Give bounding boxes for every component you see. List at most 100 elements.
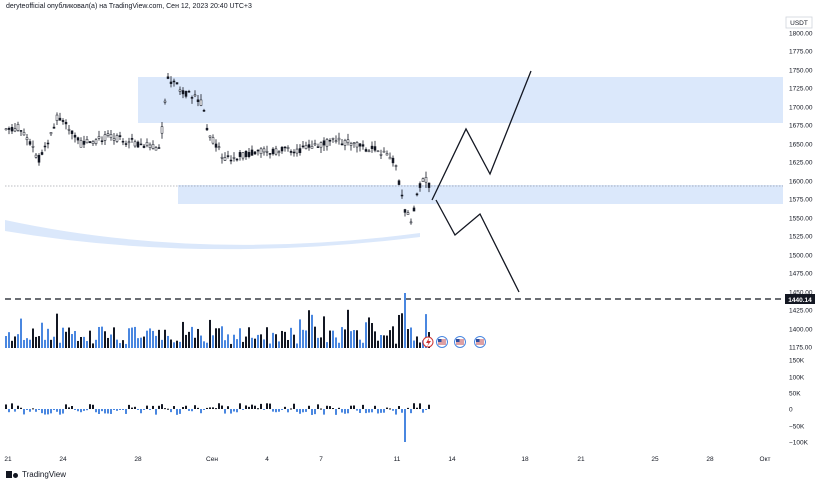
oscillator-bar: [275, 409, 277, 413]
us-flag-icon[interactable]: [474, 336, 486, 348]
volume-bar: [236, 339, 238, 348]
candle-body: [115, 135, 119, 142]
time-tick-label: 25: [651, 456, 659, 463]
volume-bar: [311, 314, 313, 348]
volume-bar: [320, 337, 322, 348]
volume-bar: [419, 342, 421, 348]
price-tick-label: 1650.00: [789, 142, 813, 149]
us-flag-icon[interactable]: [454, 336, 466, 348]
oscillator-tick-label: −100K: [789, 440, 809, 447]
volume-bar: [245, 336, 247, 348]
volume-bar: [11, 340, 13, 348]
oscillator-bar: [152, 405, 154, 409]
volume-bar: [293, 334, 295, 348]
candle-body: [283, 146, 287, 149]
candle-body: [322, 140, 326, 146]
oscillator-bar: [110, 409, 112, 414]
candle-body: [259, 148, 263, 154]
volume-bar: [80, 336, 82, 348]
volume-group: [5, 293, 430, 348]
time-tick-label: 11: [394, 456, 401, 463]
lightning-icon[interactable]: [422, 336, 434, 348]
oscillator-bar: [392, 409, 394, 411]
oscillator-bar: [335, 409, 337, 415]
candle-body: [211, 137, 215, 144]
candle-body: [82, 140, 86, 145]
level-price-badge: [785, 294, 815, 304]
price-tick-label: 1450.00: [789, 290, 813, 297]
us-flag-icon[interactable]: [436, 336, 448, 348]
candle-body: [397, 180, 401, 185]
candle-body: [292, 151, 296, 154]
oscillator-tick-label: 100K: [789, 375, 805, 382]
candle-body: [421, 178, 425, 182]
candle-body: [415, 193, 419, 196]
oscillator-bar: [239, 403, 241, 409]
candle-body: [154, 147, 158, 151]
volume-bar: [17, 334, 19, 348]
oscillator-bar: [38, 409, 40, 410]
volume-bar: [344, 329, 346, 348]
volume-bar: [56, 313, 58, 348]
oscillator-bar: [401, 409, 403, 413]
oscillator-bar: [182, 407, 184, 409]
volume-bar: [326, 342, 328, 348]
candle-body: [130, 138, 134, 140]
candle-body: [199, 99, 203, 106]
candle-body: [196, 99, 200, 102]
candle-body: [94, 139, 98, 144]
candle-body: [46, 142, 50, 145]
volume-bar: [323, 316, 325, 348]
volume-bar: [53, 336, 55, 348]
oscillator-axis[interactable]: 150K 100K 50K 0 −50K −100K: [789, 358, 809, 447]
candle-body: [310, 146, 314, 149]
candle-body: [280, 146, 284, 152]
curved-zone: [5, 220, 420, 250]
candle-body: [16, 124, 20, 131]
candle-body: [148, 144, 152, 148]
candle-body: [34, 154, 38, 158]
oscillator-bar: [371, 409, 373, 413]
volume-bar: [398, 314, 400, 348]
volume-bar: [359, 339, 361, 348]
candle-body: [382, 150, 386, 153]
price-axis[interactable]: USDT 1800.00 1775.00 1750.00 1725.00 1700.00…: [785, 16, 815, 352]
candle-body: [331, 137, 335, 140]
oscillator-bar: [17, 405, 19, 409]
time-tick-label: Окт: [760, 456, 771, 463]
supply-zone: [138, 77, 783, 123]
volume-bar: [176, 340, 178, 348]
tradingview-footer[interactable]: TradingView: [6, 470, 66, 479]
oscillator-bar: [176, 409, 178, 415]
volume-bar: [350, 331, 352, 348]
candle-body: [205, 127, 209, 131]
bullish-projection-line: [431, 70, 532, 201]
oscillator-bar: [344, 409, 346, 414]
volume-bar: [62, 327, 64, 348]
oscillator-bar: [362, 404, 364, 409]
candle-body: [190, 97, 194, 99]
oscillator-bar: [158, 405, 160, 409]
oscillator-bar: [173, 406, 175, 409]
volume-bar: [212, 335, 214, 348]
volume-bar: [365, 322, 367, 348]
candle-body: [379, 154, 383, 156]
volume-bar: [92, 343, 94, 348]
candle-body: [403, 209, 407, 213]
time-axis[interactable]: 21 24 28 Сен 4 7 11 14 18 21 25 28 Окт: [4, 456, 770, 463]
oscillator-bar: [179, 409, 181, 414]
volume-bar: [59, 342, 61, 348]
volume-bar: [209, 319, 211, 348]
candle-body: [133, 141, 137, 147]
oscillator-bar: [32, 408, 34, 410]
oscillator-bar: [197, 407, 199, 409]
candle-body: [25, 137, 29, 141]
price-tick-label: 1700.00: [789, 105, 813, 112]
oscillator-tick-label: 150K: [789, 358, 805, 365]
price-tick-label: 1750.00: [789, 68, 813, 75]
oscillator-bar: [419, 403, 421, 409]
candle-body: [106, 133, 110, 136]
oscillator-bar: [338, 407, 340, 409]
volume-bar: [242, 341, 244, 348]
